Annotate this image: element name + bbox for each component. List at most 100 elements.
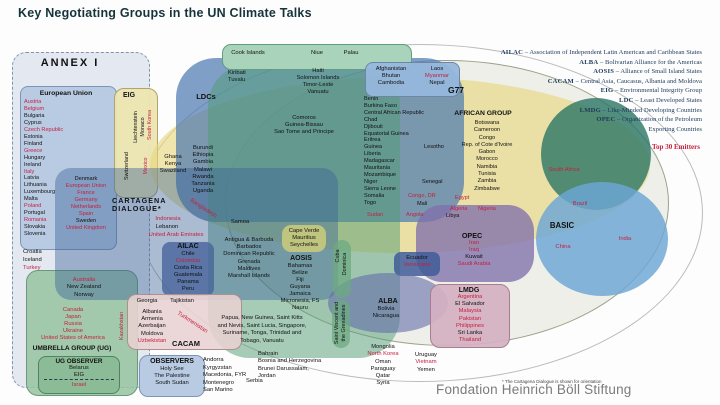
umbrella-cartagena-list-item: New Zealand (66, 284, 102, 291)
eu-members-list-item: Portugal (24, 210, 45, 217)
kiribati-tuvalu-list-item: Kiribati (228, 70, 246, 76)
lmdg-list-item: Thailand (458, 337, 482, 344)
basic-ellipse (536, 182, 668, 296)
umbrella-members-list-item: United States of America (41, 335, 105, 342)
eu-members-list-item: Romania (24, 217, 47, 224)
observers-box (139, 355, 205, 397)
legend-item: OPEC – Organization of the Petroleum (596, 116, 702, 124)
g77-label-item: G77 (447, 85, 465, 95)
uae-item: United Arab Emirates (148, 232, 204, 238)
cacam-box (127, 294, 242, 350)
eu-cartagena-list-item: Denmark (74, 176, 98, 182)
sudan: Sudan (367, 212, 383, 219)
senegal-item: Senegal (422, 179, 443, 185)
andorra-list-item: Kyrgyzstan (203, 364, 232, 371)
ghana-list-item: Ghana (164, 154, 182, 160)
lmdg-list-item: Argentina (457, 294, 483, 300)
legend-item: AOSIS – Alliance of Small Island States (593, 68, 702, 76)
umbrella-label: UMBRELLA GROUP (UG) (33, 345, 112, 353)
kiribati-tuvalu-list: Kiribati Tuvalu (228, 70, 246, 84)
ug-observer-list: Belarus EIG (69, 365, 89, 379)
ailac-list: Chile Colombia Costa Rica Guatemala Panama Pe… (174, 251, 202, 293)
lebanon-item: Lebanon (155, 224, 179, 230)
indonesia-item: Indonesia (155, 216, 181, 222)
eu-members-list: Austria Belgium Bulgaria Cyprus Czech Republ… (24, 99, 63, 238)
niue: Niue (311, 50, 323, 57)
stvincent-capsule (332, 300, 350, 348)
eig-liechtenstein-item: Liechtenstein (132, 111, 139, 143)
benin-list-item: Madagascar (364, 158, 395, 165)
kazakhstan: Kazakhstan (119, 312, 125, 340)
afghanistan-list: Afghanistan Bhutan Cambodia (376, 66, 407, 87)
bahrain-list-item: Jordan (258, 372, 276, 379)
ghana-list: Ghana Kenya Swaziland (160, 154, 186, 176)
benin-list-item: Benin (364, 96, 379, 102)
benin-list-item: Djibouti (364, 123, 383, 130)
opec-list: Iran Iraq Kuwait Saudi Arabia (458, 240, 491, 268)
papua-list-item: Tobago, Vanuatu (240, 337, 284, 344)
laos-list-item: Myanmar (424, 73, 450, 79)
cacam-list-item: Uzbekistan (137, 337, 167, 344)
india-item: India (618, 236, 632, 242)
indonesia: Indonesia (155, 216, 180, 223)
benin-list-item: Niger (364, 178, 378, 185)
lmdg-list-item: El Salvador (455, 301, 485, 308)
bahrain-list-item: Bosnia and Herzegovina (258, 358, 322, 365)
andorra-list: Andorra Kyrgyzstan Macedonia, FYR Montenegr… (203, 357, 246, 395)
ailac-list-item: Guatemala (173, 272, 203, 278)
legend-item: LDC – Least Developed States (618, 96, 702, 104)
opec-list-item: Saudi Arabia (457, 260, 491, 267)
cartagena-label-item: DIALOGUE* (112, 204, 162, 214)
uruguay-list-item: Vietnam (415, 359, 437, 366)
haiti-list-item: Solomon Islands (296, 74, 340, 81)
eu-cartagena-list-item: Spain (78, 211, 94, 217)
lmdg-list-item: Philippines (455, 322, 485, 329)
observers-label-item: OBSERVERS (150, 358, 194, 365)
papua-list: Papua, New Guinea, Saint Kitts and Nevis,… (218, 315, 307, 345)
stvincent-2: the Grenadines (341, 305, 347, 342)
ug-observer-label: UG OBSERVER (55, 358, 102, 366)
alba-list-item: Bolivia (377, 306, 395, 312)
cook-islands-item: Cook Islands (231, 50, 265, 56)
aosis-label-item: AOSIS (290, 255, 312, 262)
mongolia-list-item: Mongolia (371, 344, 395, 350)
eig-mexico-item: Mexico (142, 157, 149, 175)
cartagena-label: CARTAGENA DIALOGUE* (112, 196, 166, 214)
egypt-item: Egypt (455, 195, 470, 201)
stvincent-1-item: Saint Vincent and (333, 301, 340, 345)
ailac-box (162, 242, 214, 296)
ailac-list-item: Peru (181, 286, 195, 292)
uruguay-list-item: Uruguay (415, 352, 437, 358)
umbrella-cartagena-list-item: Norway (74, 291, 94, 298)
haiti-list-item: Haiti (312, 68, 324, 74)
ecuador-box (394, 252, 440, 276)
opec-list-item: Kuwait (465, 253, 483, 260)
uruguay-list: Uruguay Vietnam Yemen (415, 352, 437, 374)
eig-mexico: Mexico (143, 157, 149, 174)
african-group-list-item: Rep. of Cote d'Ivoire (461, 141, 513, 148)
umbrella-members-list-item: Japan (65, 314, 81, 321)
benin-list-item: Mozambique (364, 171, 397, 178)
libya: Libya (446, 213, 459, 220)
umbrella-members-list-item: Russia (64, 321, 82, 328)
african-group-list-item: Tunisia (478, 171, 496, 178)
eu-members-list-item: Latvia (24, 175, 39, 182)
burundi-list-item: Gambia (192, 159, 214, 166)
ug-observer-label-item: UG OBSERVER (55, 358, 103, 365)
ug-observer-list-item: Belarus (69, 365, 89, 371)
antigua-list-item: Barbados (236, 244, 262, 251)
eu-members-list-item: Slovenia (24, 231, 46, 238)
eu-members-list-item: Austria (24, 99, 42, 105)
ailac-list-item: Colombia (175, 258, 201, 264)
eu-label: European Union (40, 90, 93, 98)
mongolia-list-item: Qatar (375, 373, 391, 380)
south-africa: South Africa (548, 167, 579, 174)
cacam-label: CACAM (172, 339, 200, 349)
uruguay-list-item: Yemen (417, 366, 435, 373)
annex1-label-item: ANNEX I (40, 57, 100, 69)
eu-cartagena-list: Denmark European Union France Germany Nether… (66, 176, 106, 232)
opec-list-item: Iraq (469, 246, 479, 253)
eig-switzerland-item: Switzerland (123, 152, 130, 180)
georgia-item: Georgia (136, 298, 158, 304)
